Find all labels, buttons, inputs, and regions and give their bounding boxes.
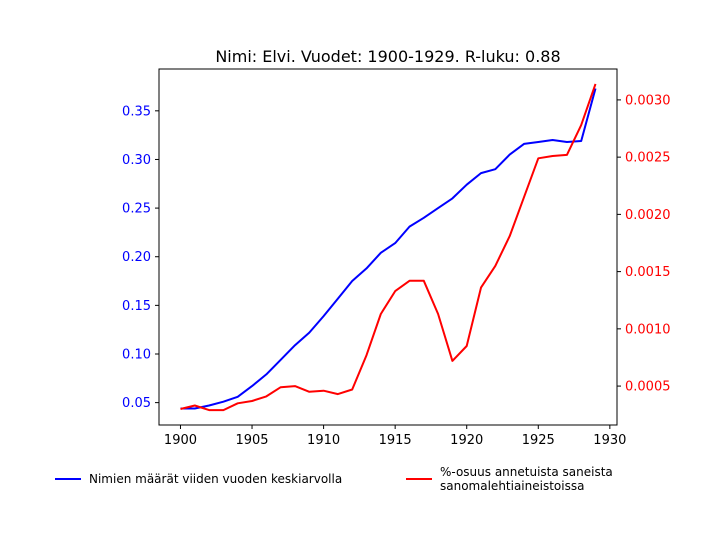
y-left-tick-label: 0.20 bbox=[122, 250, 151, 265]
x-tick-label: 1905 bbox=[235, 433, 268, 448]
legend-item-left-series: Nimien määrät viiden vuoden keskiarvolla bbox=[55, 472, 342, 486]
x-tick-label: 1910 bbox=[307, 433, 340, 448]
y-right-tick-label: 0.0010 bbox=[625, 322, 671, 337]
legend-label-right-series: %-osuus annetuista saneista sanomalehtia… bbox=[440, 465, 613, 493]
x-tick-label: 1915 bbox=[379, 433, 412, 448]
series-line-red bbox=[180, 83, 597, 412]
y-right-tick-label: 0.0030 bbox=[625, 93, 671, 108]
x-tick-label: 1925 bbox=[522, 433, 555, 448]
x-tick-label: 1930 bbox=[593, 433, 626, 448]
y-left-tick-label: 0.30 bbox=[122, 153, 151, 168]
chart-title: Nimi: Elvi. Vuodet: 1900-1929. R-luku: 0… bbox=[215, 47, 560, 66]
y-left-tick-label: 0.25 bbox=[122, 202, 151, 217]
series-line-blue bbox=[180, 88, 597, 410]
y-left-tick-label: 0.05 bbox=[122, 396, 151, 411]
x-tick-label: 1920 bbox=[450, 433, 483, 448]
y-left-tick-label: 0.35 bbox=[122, 104, 151, 119]
y-left-tick-label: 0.15 bbox=[122, 299, 151, 314]
legend-item-right-series: %-osuus annetuista saneista sanomalehtia… bbox=[406, 465, 613, 493]
y-right-tick-label: 0.0020 bbox=[625, 208, 671, 223]
plot-frame bbox=[158, 68, 618, 426]
legend-label-left-series: Nimien määrät viiden vuoden keskiarvolla bbox=[89, 472, 343, 486]
legend-swatch-blue bbox=[55, 478, 81, 480]
y-right-tick-label: 0.0025 bbox=[625, 151, 671, 166]
y-right-tick-label: 0.0005 bbox=[625, 380, 671, 395]
plot-area: 1900 1905 1910 1915 1920 1925 1930 0.05 0.10 0.15… bbox=[122, 68, 671, 448]
y-right-tick-label: 0.0015 bbox=[625, 265, 671, 280]
legend-swatch-red bbox=[406, 478, 432, 480]
x-tick-label: 1900 bbox=[164, 433, 197, 448]
y-left-tick-label: 0.10 bbox=[122, 347, 151, 362]
